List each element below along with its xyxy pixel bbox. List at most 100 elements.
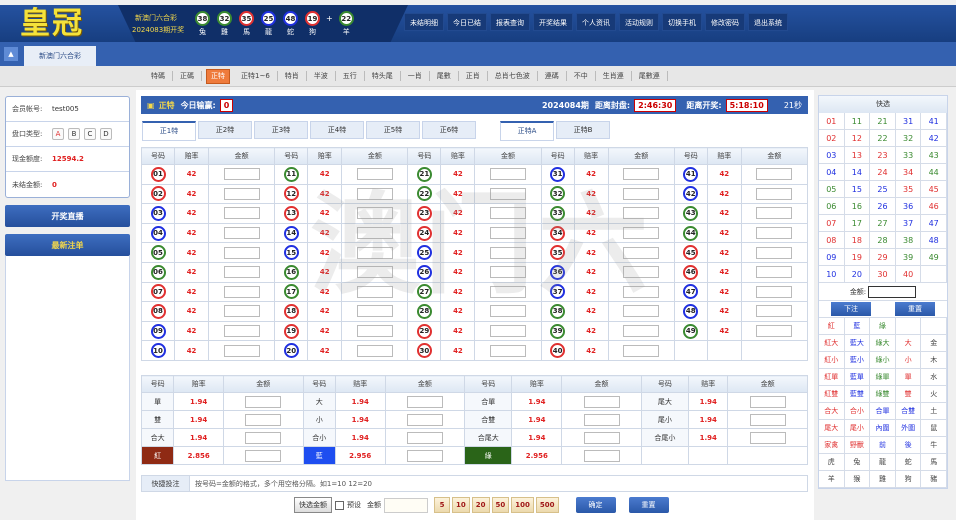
quick-number[interactable]: 47 <box>921 215 947 232</box>
quick-number[interactable]: 01 <box>819 113 845 130</box>
quick-attribute[interactable]: 野獸 <box>844 437 871 454</box>
amount-input[interactable] <box>756 187 793 200</box>
quick-attribute[interactable]: 綠 <box>870 318 896 335</box>
amount-input[interactable] <box>356 344 393 357</box>
quick-number[interactable]: 31 <box>895 113 922 130</box>
quick-attribute[interactable]: 綠單 <box>870 369 896 386</box>
quick-number[interactable]: 02 <box>819 130 845 147</box>
quick-attribute[interactable]: 鼠 <box>921 420 947 437</box>
amount-input[interactable] <box>623 227 660 240</box>
amount-input[interactable] <box>749 413 786 426</box>
quick-attribute[interactable]: 蛇 <box>895 454 922 471</box>
amount-input[interactable] <box>490 285 527 298</box>
quick-number[interactable]: 03 <box>819 147 845 164</box>
quick-number[interactable]: 23 <box>870 147 896 164</box>
nav-button[interactable]: 修改密码 <box>705 13 745 31</box>
quick-attribute[interactable]: 藍單 <box>844 369 871 386</box>
menu-item[interactable]: 尾數 <box>430 71 459 81</box>
nav-button[interactable]: 报表查询 <box>490 13 530 31</box>
quick-number[interactable]: 45 <box>921 181 947 198</box>
amount-input[interactable] <box>623 207 660 220</box>
quick-number[interactable]: 34 <box>895 164 922 181</box>
nav-button[interactable]: 未结明细 <box>404 13 444 31</box>
menu-item[interactable]: 連碼 <box>538 71 567 81</box>
amount-input[interactable] <box>223 187 260 200</box>
menu-item[interactable]: 五行 <box>336 71 365 81</box>
quick-number[interactable]: 18 <box>844 232 871 249</box>
quick-number[interactable]: 17 <box>844 215 871 232</box>
quick-number[interactable]: 06 <box>819 198 845 215</box>
quick-number[interactable]: 25 <box>870 181 896 198</box>
amount-input[interactable] <box>356 246 393 259</box>
menu-item[interactable]: 特头尾 <box>365 71 401 81</box>
amount-input[interactable] <box>406 413 443 426</box>
amount-input[interactable] <box>490 227 527 240</box>
collapse-up-icon[interactable]: ▲ <box>4 47 18 61</box>
quick-number[interactable]: 44 <box>921 164 947 181</box>
quick-attribute[interactable]: 虎 <box>819 454 845 471</box>
quick-attribute[interactable]: 後 <box>895 437 922 454</box>
sub-tab[interactable]: 正5特 <box>366 121 420 139</box>
quick-number[interactable]: 19 <box>844 249 871 266</box>
reset-button[interactable]: 重置 <box>628 497 669 513</box>
menu-item[interactable]: 正肖 <box>459 71 488 81</box>
amount-input[interactable] <box>490 325 527 338</box>
amount-chip[interactable]: 20 <box>471 497 490 513</box>
amount-input[interactable] <box>749 395 786 408</box>
amount-input[interactable] <box>223 305 260 318</box>
amount-input[interactable] <box>623 305 660 318</box>
quick-number[interactable]: 35 <box>895 181 922 198</box>
quick-bet-button[interactable]: 下注 <box>831 302 871 316</box>
quick-attribute[interactable]: 狗 <box>895 471 922 488</box>
amount-input[interactable] <box>623 246 660 259</box>
quick-number[interactable]: 10 <box>819 266 845 283</box>
amount-input[interactable] <box>356 187 393 200</box>
latest-bets-button[interactable]: 最新注单 <box>5 234 130 256</box>
amount-input[interactable] <box>245 431 282 444</box>
quick-number[interactable]: 37 <box>895 215 922 232</box>
nav-button[interactable]: 活动规则 <box>619 13 659 31</box>
quick-attribute[interactable]: 藍雙 <box>844 386 871 403</box>
amount-input[interactable] <box>223 344 260 357</box>
amount-input[interactable] <box>756 227 793 240</box>
quick-number[interactable]: 11 <box>844 113 871 130</box>
quick-number[interactable]: 04 <box>819 164 845 181</box>
quick-number[interactable]: 26 <box>870 198 896 215</box>
quick-attribute[interactable]: 紅單 <box>819 369 845 386</box>
quick-attribute[interactable]: 家禽 <box>819 437 845 454</box>
quick-number[interactable]: 14 <box>844 164 871 181</box>
amount-input[interactable] <box>490 187 527 200</box>
quick-attribute[interactable]: 合大 <box>819 403 845 420</box>
quick-attribute[interactable]: 藍小 <box>844 352 871 369</box>
plate-option[interactable]: C <box>84 128 96 140</box>
quick-attribute[interactable]: 尾小 <box>844 420 871 437</box>
amount-input[interactable] <box>245 413 282 426</box>
amount-input[interactable] <box>245 449 282 462</box>
amount-input[interactable] <box>623 344 660 357</box>
sub-tab[interactable]: 正2特 <box>198 121 252 139</box>
quick-attribute[interactable]: 羊 <box>819 471 845 488</box>
quick-number[interactable]: 12 <box>844 130 871 147</box>
quick-number[interactable]: 08 <box>819 232 845 249</box>
sub-tab[interactable]: 正特B <box>556 121 610 139</box>
quick-attribute[interactable]: 豬 <box>921 471 947 488</box>
menu-item[interactable]: 半波 <box>307 71 336 81</box>
quick-attribute[interactable]: 大 <box>895 335 922 352</box>
menu-item[interactable]: 不中 <box>567 71 596 81</box>
sub-tab[interactable]: 正1特 <box>142 121 196 141</box>
quick-attribute[interactable]: 牛 <box>921 437 947 454</box>
amount-input[interactable] <box>749 431 786 444</box>
amount-input[interactable] <box>223 325 260 338</box>
quick-attribute[interactable]: 合小 <box>844 403 871 420</box>
quick-number[interactable]: 15 <box>844 181 871 198</box>
nav-button[interactable]: 开奖结果 <box>533 13 573 31</box>
menu-item[interactable]: 生肖連 <box>596 71 632 81</box>
quick-number[interactable]: 16 <box>844 198 871 215</box>
amount-input[interactable] <box>756 246 793 259</box>
quick-attribute[interactable]: 單 <box>895 369 922 386</box>
amount-input[interactable] <box>623 187 660 200</box>
amount-input[interactable] <box>356 207 393 220</box>
quick-number[interactable]: 07 <box>819 215 845 232</box>
amount-input[interactable] <box>223 168 260 181</box>
quick-attribute[interactable]: 紅小 <box>819 352 845 369</box>
